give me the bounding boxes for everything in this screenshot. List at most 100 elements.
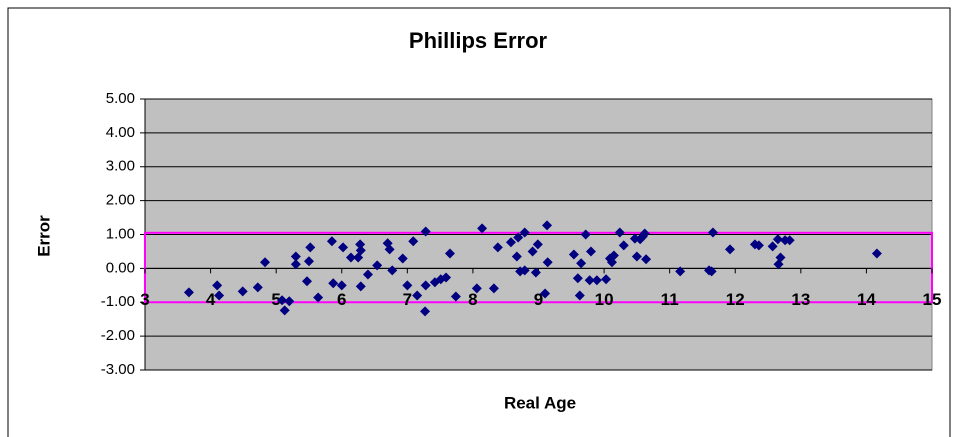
point bbox=[505, 237, 516, 248]
point bbox=[301, 276, 312, 287]
x-tick-label: 5 bbox=[271, 290, 280, 309]
point bbox=[608, 250, 619, 261]
point bbox=[372, 260, 383, 271]
point bbox=[576, 258, 587, 269]
point bbox=[492, 242, 503, 253]
point bbox=[212, 280, 223, 291]
y-tick-label: 3.00 bbox=[106, 158, 135, 175]
y-tick-label: 5.00 bbox=[106, 90, 135, 107]
point bbox=[326, 236, 337, 247]
point bbox=[183, 287, 194, 298]
point bbox=[580, 229, 591, 240]
y-tick-label: 4.00 bbox=[106, 124, 135, 141]
point bbox=[706, 266, 717, 277]
point bbox=[568, 249, 579, 260]
point bbox=[420, 306, 431, 317]
point bbox=[639, 228, 650, 239]
point bbox=[313, 292, 324, 303]
x-tick-label: 10 bbox=[595, 290, 614, 309]
point bbox=[631, 251, 642, 262]
point bbox=[707, 227, 718, 238]
x-tick-label: 3 bbox=[140, 290, 149, 309]
point bbox=[260, 257, 271, 268]
x-axis-label: Real Age bbox=[504, 393, 576, 412]
point bbox=[441, 272, 452, 283]
point bbox=[397, 253, 408, 264]
x-tick-label: 15 bbox=[923, 290, 942, 309]
point bbox=[450, 291, 461, 302]
point bbox=[614, 227, 625, 238]
point bbox=[471, 283, 482, 294]
point bbox=[542, 257, 553, 268]
point bbox=[237, 286, 248, 297]
point bbox=[585, 246, 596, 257]
point bbox=[277, 295, 288, 306]
point bbox=[345, 252, 356, 263]
point bbox=[420, 280, 431, 291]
point bbox=[772, 234, 783, 245]
point bbox=[542, 220, 553, 231]
point bbox=[355, 239, 366, 250]
point bbox=[675, 266, 686, 277]
point bbox=[336, 280, 347, 291]
point bbox=[328, 278, 339, 289]
point bbox=[572, 273, 583, 284]
x-tick-label: 6 bbox=[337, 290, 346, 309]
point bbox=[303, 256, 314, 267]
point bbox=[387, 265, 398, 276]
point bbox=[532, 239, 543, 250]
point bbox=[252, 282, 263, 293]
point bbox=[574, 290, 585, 301]
point bbox=[420, 226, 431, 237]
y-tick-label: -3.00 bbox=[101, 361, 135, 378]
chart-title: Phillips Error bbox=[409, 28, 548, 53]
x-tick-label: 9 bbox=[534, 290, 543, 309]
point bbox=[290, 251, 301, 262]
point bbox=[530, 267, 541, 278]
point bbox=[384, 244, 395, 255]
point bbox=[527, 246, 538, 257]
point bbox=[641, 254, 652, 265]
point bbox=[408, 236, 419, 247]
point bbox=[871, 248, 882, 259]
reference-band bbox=[144, 231, 933, 304]
point bbox=[305, 242, 316, 253]
point bbox=[753, 240, 764, 251]
x-tick-label: 4 bbox=[206, 290, 216, 309]
point bbox=[511, 251, 522, 262]
point bbox=[444, 248, 455, 259]
y-tick-label: -1.00 bbox=[101, 293, 135, 310]
y-tick-label: 0.00 bbox=[106, 259, 135, 276]
point bbox=[290, 259, 301, 270]
x-tick-label: 14 bbox=[857, 290, 876, 309]
x-tick-label: 11 bbox=[661, 290, 679, 309]
point bbox=[284, 296, 295, 307]
point bbox=[767, 241, 778, 252]
point bbox=[402, 280, 413, 291]
point bbox=[355, 281, 366, 292]
point bbox=[214, 290, 225, 301]
point bbox=[775, 252, 786, 263]
point bbox=[519, 227, 530, 238]
x-tick-label: 8 bbox=[468, 290, 477, 309]
point bbox=[513, 232, 524, 243]
point bbox=[725, 244, 736, 255]
y-tick-label: -2.00 bbox=[101, 327, 135, 344]
x-tick-label: 12 bbox=[726, 290, 745, 309]
point bbox=[477, 223, 488, 234]
point bbox=[618, 240, 629, 251]
point bbox=[279, 305, 290, 316]
point bbox=[355, 245, 366, 256]
point bbox=[584, 275, 595, 286]
point bbox=[412, 290, 423, 301]
point bbox=[601, 274, 612, 285]
point bbox=[488, 283, 499, 294]
y-tick-label: 1.00 bbox=[106, 225, 135, 242]
point bbox=[591, 275, 602, 286]
point bbox=[540, 288, 551, 299]
point bbox=[519, 265, 530, 276]
y-tick-label: 2.00 bbox=[106, 192, 135, 209]
x-tick-label: 7 bbox=[403, 290, 412, 309]
point bbox=[362, 269, 373, 280]
